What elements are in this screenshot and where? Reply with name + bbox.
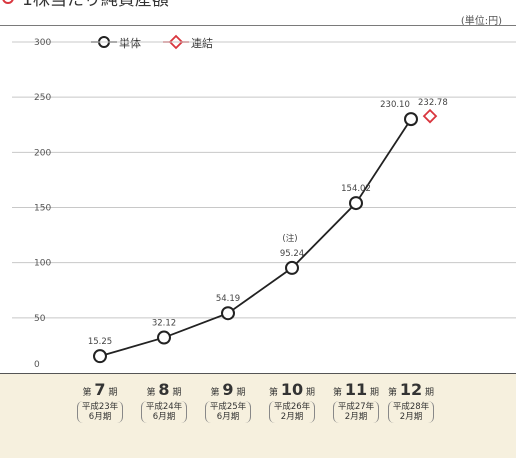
period-number: 7 <box>94 380 106 399</box>
data-point-standalone <box>221 306 235 321</box>
period-number: 12 <box>399 380 423 399</box>
y-tick-label: 200 <box>34 148 51 158</box>
period-month: 6月期 <box>216 412 240 422</box>
data-point-standalone <box>285 260 299 275</box>
period-suffix: 期 <box>306 388 316 398</box>
y-tick-label: 100 <box>34 259 51 269</box>
period-prefix: 第 <box>82 388 92 398</box>
period-number: 8 <box>158 380 170 399</box>
y-tick-label: 150 <box>34 204 51 214</box>
period-month: 6月期 <box>152 412 176 422</box>
data-label: 95.24 <box>280 249 304 259</box>
period-year: 平成23年 <box>81 402 119 412</box>
period-prefix: 第 <box>268 388 278 398</box>
y-tick-label: 50 <box>34 314 46 324</box>
period-suffix: 期 <box>108 388 118 398</box>
period-month: 2月期 <box>399 412 423 422</box>
period-suffix: 期 <box>172 388 182 398</box>
data-point-standalone <box>157 330 171 345</box>
period-prefix: 第 <box>146 388 156 398</box>
period-suffix: 期 <box>370 388 380 398</box>
data-point-standalone <box>404 112 418 127</box>
title-row: 1株当たり純資産額 <box>0 0 516 14</box>
period-label: 第 11 期平成27年 2月期 <box>326 382 386 423</box>
period-year: 平成27年 <box>337 402 375 412</box>
legend-label-consolidated: 連結 <box>191 37 213 50</box>
period-suffix: 期 <box>425 388 435 398</box>
data-label: 32.12 <box>152 319 176 329</box>
period-number: 9 <box>222 380 234 399</box>
top-divider <box>0 25 516 26</box>
line-chart: 0 50 100 150 200 250 300 15.25 32.12 54.19 95.24 15… <box>12 38 516 370</box>
period-main: 第 7 期 <box>70 382 130 401</box>
series-line-standalone <box>99 118 412 358</box>
y-tick-label: 0 <box>34 360 40 370</box>
data-label: 230.10 <box>380 100 410 110</box>
period-detail: 平成27年 2月期 <box>332 401 380 423</box>
period-main: 第 8 期 <box>134 382 194 401</box>
chart-title: 1株当たり純資産額 <box>22 0 169 10</box>
data-point-standalone <box>93 349 107 364</box>
period-suffix: 期 <box>236 388 246 398</box>
period-detail: 平成23年 6月期 <box>76 401 124 423</box>
period-main: 第 9 期 <box>198 382 258 401</box>
period-year: 平成25年 <box>209 402 247 412</box>
period-detail: 平成25年 6月期 <box>204 401 252 423</box>
period-number: 11 <box>344 380 368 399</box>
period-main: 第 10 期 <box>262 382 322 401</box>
period-axis: 第 7 期平成23年 6月期第 8 期平成24年 6月期第 9 期平成25年 6月期第… <box>0 373 516 458</box>
period-label: 第 8 期平成24年 6月期 <box>134 382 194 423</box>
legend-label-standalone: 単体 <box>119 37 141 50</box>
period-detail: 平成28年 2月期 <box>387 401 435 423</box>
period-prefix: 第 <box>387 388 397 398</box>
data-label: 54.19 <box>216 294 240 304</box>
period-number: 10 <box>280 380 304 399</box>
period-month: 2月期 <box>280 412 304 422</box>
unit-label: (単位:円) <box>460 16 502 27</box>
period-detail: 平成26年 2月期 <box>268 401 316 423</box>
period-month: 2月期 <box>344 412 368 422</box>
period-label: 第 7 期平成23年 6月期 <box>70 382 130 423</box>
annotation-note: (注) <box>282 233 297 244</box>
period-year: 平成26年 <box>273 402 311 412</box>
period-month: 6月期 <box>88 412 112 422</box>
period-detail: 平成24年 6月期 <box>140 401 188 423</box>
period-year: 平成28年 <box>392 402 430 412</box>
period-label: 第 10 期平成26年 2月期 <box>262 382 322 423</box>
period-label: 第 12 期平成28年 2月期 <box>381 382 441 423</box>
data-point-standalone <box>349 196 363 211</box>
period-main: 第 11 期 <box>326 382 386 401</box>
data-label: 154.02 <box>341 184 371 194</box>
data-label: 15.25 <box>88 337 112 347</box>
period-prefix: 第 <box>332 388 342 398</box>
period-label: 第 9 期平成25年 6月期 <box>198 382 258 423</box>
data-point-consolidated <box>422 108 438 124</box>
period-year: 平成24年 <box>145 402 183 412</box>
y-tick-label: 300 <box>34 38 51 48</box>
data-label: 232.78 <box>418 98 448 108</box>
period-main: 第 12 期 <box>381 382 441 401</box>
period-prefix: 第 <box>210 388 220 398</box>
y-tick-label: 250 <box>34 93 51 103</box>
